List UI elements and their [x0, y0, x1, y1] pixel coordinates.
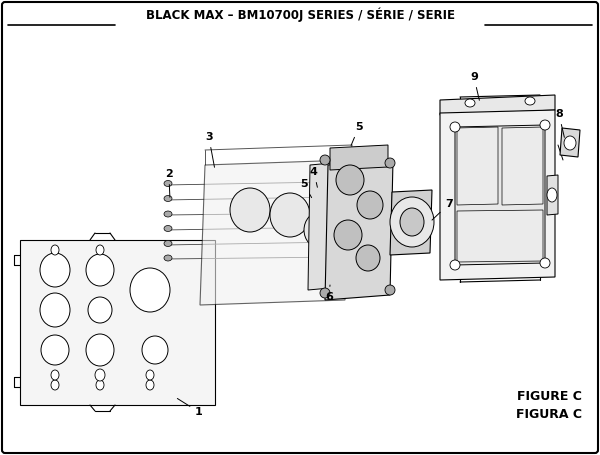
Ellipse shape — [564, 136, 576, 150]
Polygon shape — [560, 128, 580, 157]
Polygon shape — [325, 160, 393, 300]
Ellipse shape — [336, 165, 364, 195]
Ellipse shape — [540, 120, 550, 130]
Ellipse shape — [164, 196, 172, 202]
Ellipse shape — [390, 197, 434, 247]
Polygon shape — [308, 163, 332, 290]
Polygon shape — [547, 175, 558, 215]
Text: FIGURE C: FIGURE C — [517, 390, 582, 404]
Ellipse shape — [450, 122, 460, 132]
Ellipse shape — [525, 97, 535, 105]
Ellipse shape — [95, 369, 105, 381]
Ellipse shape — [385, 285, 395, 295]
Text: 3: 3 — [205, 132, 214, 167]
Ellipse shape — [40, 253, 70, 287]
Text: 5: 5 — [351, 122, 362, 146]
Ellipse shape — [320, 288, 330, 298]
Text: 9: 9 — [470, 72, 479, 100]
Ellipse shape — [450, 260, 460, 270]
Ellipse shape — [41, 335, 69, 365]
Polygon shape — [330, 145, 388, 170]
Text: 2: 2 — [165, 169, 173, 197]
Ellipse shape — [86, 334, 114, 366]
Polygon shape — [390, 190, 432, 255]
Ellipse shape — [164, 241, 172, 247]
Text: 4: 4 — [310, 167, 318, 187]
Ellipse shape — [320, 155, 330, 165]
Polygon shape — [457, 127, 498, 205]
Text: 7: 7 — [432, 199, 453, 220]
Polygon shape — [20, 240, 215, 405]
Ellipse shape — [142, 336, 168, 364]
Polygon shape — [440, 110, 555, 280]
Ellipse shape — [51, 370, 59, 380]
Ellipse shape — [400, 208, 424, 236]
Ellipse shape — [51, 245, 59, 255]
Ellipse shape — [356, 245, 380, 271]
Ellipse shape — [164, 211, 172, 217]
Polygon shape — [502, 127, 543, 205]
Ellipse shape — [465, 99, 475, 107]
Text: 1: 1 — [178, 399, 203, 417]
Ellipse shape — [334, 220, 362, 250]
Polygon shape — [455, 125, 545, 265]
Ellipse shape — [270, 193, 310, 237]
Ellipse shape — [130, 268, 170, 312]
Ellipse shape — [96, 245, 104, 255]
Ellipse shape — [547, 188, 557, 202]
Ellipse shape — [230, 188, 270, 232]
Text: BLACK MAX – BM10700J SERIES / SÉRIE / SERIE: BLACK MAX – BM10700J SERIES / SÉRIE / SE… — [146, 7, 455, 22]
Ellipse shape — [88, 297, 112, 323]
Polygon shape — [440, 95, 555, 115]
Ellipse shape — [146, 380, 154, 390]
Ellipse shape — [146, 370, 154, 380]
Polygon shape — [200, 160, 350, 305]
Ellipse shape — [385, 158, 395, 168]
Ellipse shape — [164, 181, 172, 187]
Text: 6: 6 — [325, 285, 333, 302]
Ellipse shape — [164, 255, 172, 261]
Text: 5: 5 — [300, 179, 311, 197]
Ellipse shape — [86, 254, 114, 286]
Ellipse shape — [40, 293, 70, 327]
Ellipse shape — [96, 380, 104, 390]
Ellipse shape — [357, 191, 383, 219]
Ellipse shape — [164, 226, 172, 232]
Ellipse shape — [51, 380, 59, 390]
Ellipse shape — [540, 258, 550, 268]
Text: 8: 8 — [555, 109, 565, 137]
Text: FIGURA C: FIGURA C — [516, 409, 582, 421]
Polygon shape — [457, 210, 543, 262]
Ellipse shape — [304, 212, 336, 248]
